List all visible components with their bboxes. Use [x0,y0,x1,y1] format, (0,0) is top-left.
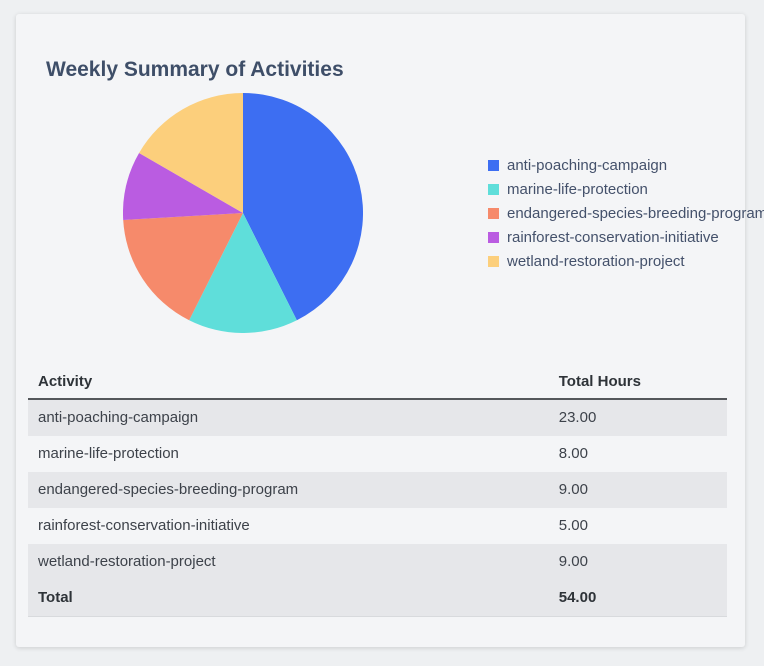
hours-cell: 9.00 [558,481,588,498]
table-row: rainforest-conservation-initiative 5.00 [28,508,727,544]
pie-slice-rainforest-conservation-initiative[interactable] [123,153,243,220]
activity-cell: endangered-species-breeding-program [38,481,299,498]
pie-slice-marine-life-protection[interactable] [189,213,297,333]
total-value: 54.00 [548,580,727,617]
legend-swatch [488,207,499,219]
hours-cell: 9.00 [558,553,588,570]
legend-swatch [488,159,499,171]
legend-swatch [488,255,499,267]
activity-table: Activity Total Hours anti-poaching-campa… [28,365,727,617]
legend-label: wetland-restoration-project [507,252,685,270]
table-total-row: Total 54.00 [28,580,727,617]
pie-slice-anti-poaching-campaign[interactable] [243,93,363,321]
hours-cell: 8.00 [558,445,588,462]
legend-item[interactable]: endangered-species-breeding-program [488,201,764,225]
table-row: anti-poaching-campaign 23.00 [28,399,727,436]
legend-swatch [488,183,499,195]
pie-slice-wetland-restoration-project[interactable] [139,93,243,213]
table-header-row: Activity Total Hours [28,365,727,400]
activity-cell: rainforest-conservation-initiative [38,517,250,534]
legend-label: anti-poaching-campaign [507,156,668,174]
legend-label: endangered-species-breeding-program [507,204,764,222]
legend-label: rainforest-conservation-initiative [507,228,719,246]
hours-cell: 23.00 [558,409,597,426]
chart-legend: anti-poaching-campaign marine-life-protec… [488,153,764,273]
table-row: endangered-species-breeding-program 9.00 [28,472,727,508]
legend-item[interactable]: anti-poaching-campaign [488,153,764,177]
activity-cell: anti-poaching-campaign [38,409,199,426]
column-header-activity: Activity [28,365,549,400]
page-title: Weekly Summary of Activities [46,58,344,82]
column-header-total-hours: Total Hours [548,365,727,400]
activity-cell: marine-life-protection [38,445,179,462]
legend-swatch [488,231,499,243]
legend-item[interactable]: rainforest-conservation-initiative [488,225,764,249]
legend-item[interactable]: marine-life-protection [488,177,764,201]
table-row: marine-life-protection 8.00 [28,436,727,472]
legend-item[interactable]: wetland-restoration-project [488,249,764,273]
activity-table-container: Activity Total Hours anti-poaching-campa… [28,365,727,617]
table-row: wetland-restoration-project 9.00 [28,544,727,580]
pie-chart[interactable] [123,93,363,333]
activity-cell: wetland-restoration-project [38,553,216,570]
legend-label: marine-life-protection [507,180,648,198]
summary-card: Weekly Summary of Activities anti-poachi… [16,14,764,647]
hours-cell: 5.00 [558,517,588,534]
pie-slice-endangered-species-breeding-program[interactable] [123,213,243,321]
total-label: Total [28,580,549,617]
